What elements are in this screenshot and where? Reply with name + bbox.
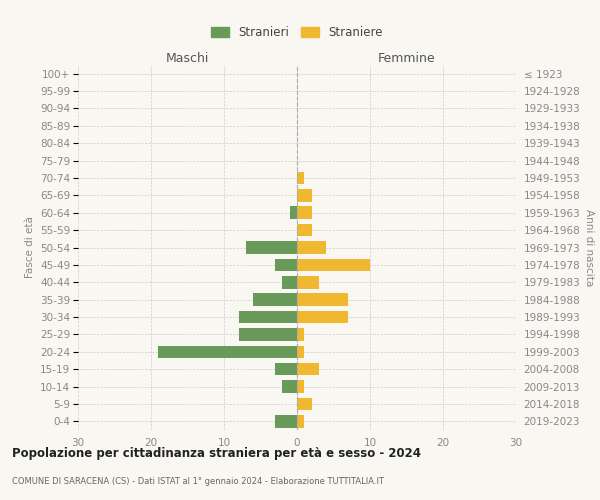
Y-axis label: Anni di nascita: Anni di nascita [584,209,594,286]
Text: COMUNE DI SARACENA (CS) - Dati ISTAT al 1° gennaio 2024 - Elaborazione TUTTITALI: COMUNE DI SARACENA (CS) - Dati ISTAT al … [12,477,384,486]
Bar [297,363,319,376]
Bar [246,241,297,254]
Bar [297,224,311,236]
Bar [239,328,297,340]
Bar [297,258,370,271]
Bar [283,276,297,288]
Bar [297,172,304,184]
Text: Popolazione per cittadinanza straniera per età e sesso - 2024: Popolazione per cittadinanza straniera p… [12,448,421,460]
Bar [297,189,311,202]
Bar [297,346,304,358]
Bar [297,311,348,324]
Bar [283,380,297,393]
Bar [297,398,311,410]
Y-axis label: Fasce di età: Fasce di età [25,216,35,278]
Bar [297,206,311,219]
Bar [275,415,297,428]
Bar [158,346,297,358]
Text: Maschi: Maschi [166,52,209,65]
Bar [275,363,297,376]
Bar [290,206,297,219]
Bar [297,294,348,306]
Bar [275,258,297,271]
Bar [297,380,304,393]
Bar [297,328,304,340]
Legend: Stranieri, Straniere: Stranieri, Straniere [206,21,388,44]
Bar [297,276,319,288]
Bar [239,311,297,324]
Bar [297,241,326,254]
Bar [297,415,304,428]
Text: Femmine: Femmine [377,52,436,65]
Bar [253,294,297,306]
